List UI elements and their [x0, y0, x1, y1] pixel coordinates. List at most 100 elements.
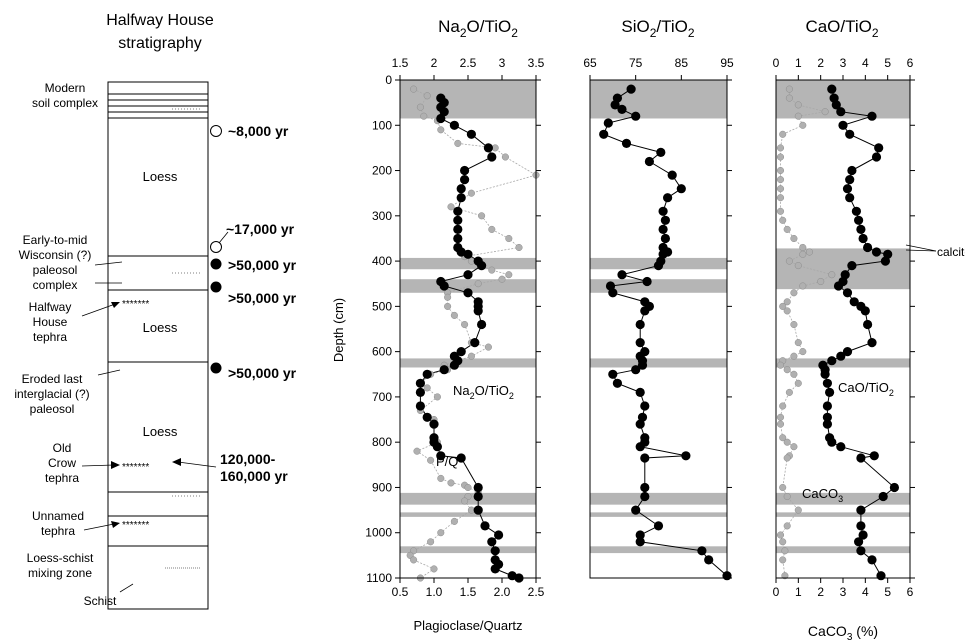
- data-point: [463, 270, 473, 280]
- data-point-secondary: [484, 343, 492, 351]
- data-point-secondary: [783, 492, 791, 501]
- data-point-secondary: [779, 216, 787, 224]
- data-point-secondary: [799, 348, 807, 356]
- data-point: [473, 491, 483, 502]
- data-point: [460, 175, 470, 185]
- data-point: [856, 546, 866, 556]
- y-tick-label: 600: [372, 345, 392, 359]
- data-point: [640, 453, 650, 463]
- data-point-secondary: [790, 352, 798, 360]
- gray-band: [400, 257, 536, 270]
- unit-mixing-l2: mixing zone: [28, 566, 92, 580]
- data-point: [820, 369, 830, 379]
- data-point-secondary: [776, 207, 785, 215]
- data-point: [642, 276, 652, 287]
- data-point: [635, 387, 645, 397]
- data-point-secondary: [423, 384, 431, 392]
- unit-eroded-l3: paleosol: [30, 402, 75, 416]
- x-tick-label-top: 6: [907, 56, 914, 70]
- y-tick-label: 100: [372, 118, 392, 132]
- data-point: [456, 347, 466, 357]
- data-point-secondary: [776, 420, 785, 428]
- data-point-secondary: [790, 289, 798, 297]
- data-point-secondary: [799, 250, 807, 258]
- data-point: [867, 555, 877, 565]
- x-tick-label-bottom: 1.5: [460, 585, 477, 599]
- gray-band: [590, 492, 727, 505]
- data-point-secondary: [410, 556, 418, 564]
- data-point: [880, 256, 891, 266]
- data-point-secondary: [776, 153, 785, 161]
- data-point: [429, 419, 439, 429]
- data-point: [704, 555, 714, 565]
- data-point-secondary: [461, 320, 469, 329]
- data-point: [856, 521, 866, 531]
- data-point: [637, 360, 648, 370]
- data-point-secondary: [828, 271, 836, 279]
- data-point: [635, 442, 645, 452]
- data-point-secondary: [444, 302, 452, 310]
- data-point: [644, 156, 655, 167]
- data-point-secondary: [779, 556, 787, 564]
- gray-band: [400, 80, 536, 119]
- data-point-secondary: [437, 126, 445, 134]
- data-point-secondary: [467, 189, 475, 197]
- unit-modern-l2: soil complex: [32, 96, 98, 110]
- unit-loess-upper: Loess: [143, 169, 178, 184]
- data-point-secondary: [776, 361, 785, 369]
- data-point-secondary: [776, 194, 785, 202]
- data-point-secondary: [790, 443, 798, 451]
- annotation-cao-tio2: CaO/TiO2: [838, 380, 894, 398]
- data-point: [635, 338, 645, 348]
- panel-na2o-tio2: Na2O/TiO2 1.5 2 2.5 3 3.5 0.5 1.0 1.5 2.0 2.5 0 100…: [331, 17, 545, 633]
- data-point: [599, 129, 609, 139]
- data-point: [415, 387, 425, 397]
- data-point: [667, 170, 677, 180]
- data-point-secondary: [474, 280, 482, 288]
- x-tick-label-top: 65: [583, 56, 597, 70]
- data-point-secondary: [783, 438, 791, 446]
- data-point-secondary: [776, 531, 785, 539]
- unit-wisconsin-l1: Early-to-mid: [23, 233, 88, 247]
- data-point-secondary: [783, 366, 791, 374]
- age-label-4: >50,000 yr: [228, 290, 297, 306]
- data-point-secondary: [805, 248, 814, 256]
- unit-loess-middle: Loess: [143, 320, 178, 335]
- y-tick-label: 700: [372, 390, 392, 404]
- data-point: [845, 129, 855, 139]
- data-point: [477, 319, 487, 330]
- unit-oc-tephra-l2: Crow: [48, 456, 76, 470]
- data-point: [487, 152, 497, 162]
- data-point: [470, 338, 480, 348]
- data-point: [640, 482, 650, 493]
- data-point-secondary: [515, 243, 523, 252]
- data-point-secondary: [794, 339, 802, 347]
- data-point-secondary: [430, 565, 438, 573]
- data-point: [822, 378, 833, 388]
- data-point: [860, 306, 870, 316]
- data-point: [827, 356, 837, 366]
- xlabel-caco3: CaCO3 (%): [808, 623, 878, 640]
- data-point: [863, 242, 873, 253]
- data-point-secondary: [794, 379, 802, 387]
- calcite-pointer: [905, 244, 937, 252]
- data-point: [874, 143, 884, 153]
- age-marker-open-2: [210, 241, 222, 253]
- data-point-secondary: [447, 203, 455, 211]
- x-tick-label-bottom: 4: [862, 585, 869, 599]
- gray-band: [590, 279, 727, 293]
- data-point: [660, 233, 671, 244]
- data-point: [415, 378, 425, 388]
- data-point-secondary: [461, 497, 469, 505]
- gray-band: [400, 512, 536, 517]
- data-point-secondary: [498, 275, 506, 283]
- strat-title-line1: Halfway House: [106, 12, 214, 29]
- data-point: [831, 100, 841, 110]
- unit-hh-tephra-l1: Halfway: [29, 300, 72, 314]
- data-point-secondary: [779, 483, 787, 492]
- x-tick-label-top: 0: [773, 56, 780, 70]
- age-label-2: ~17,000 yr: [226, 221, 295, 237]
- x-tick-label-top: 95: [720, 56, 734, 70]
- data-point: [827, 437, 837, 447]
